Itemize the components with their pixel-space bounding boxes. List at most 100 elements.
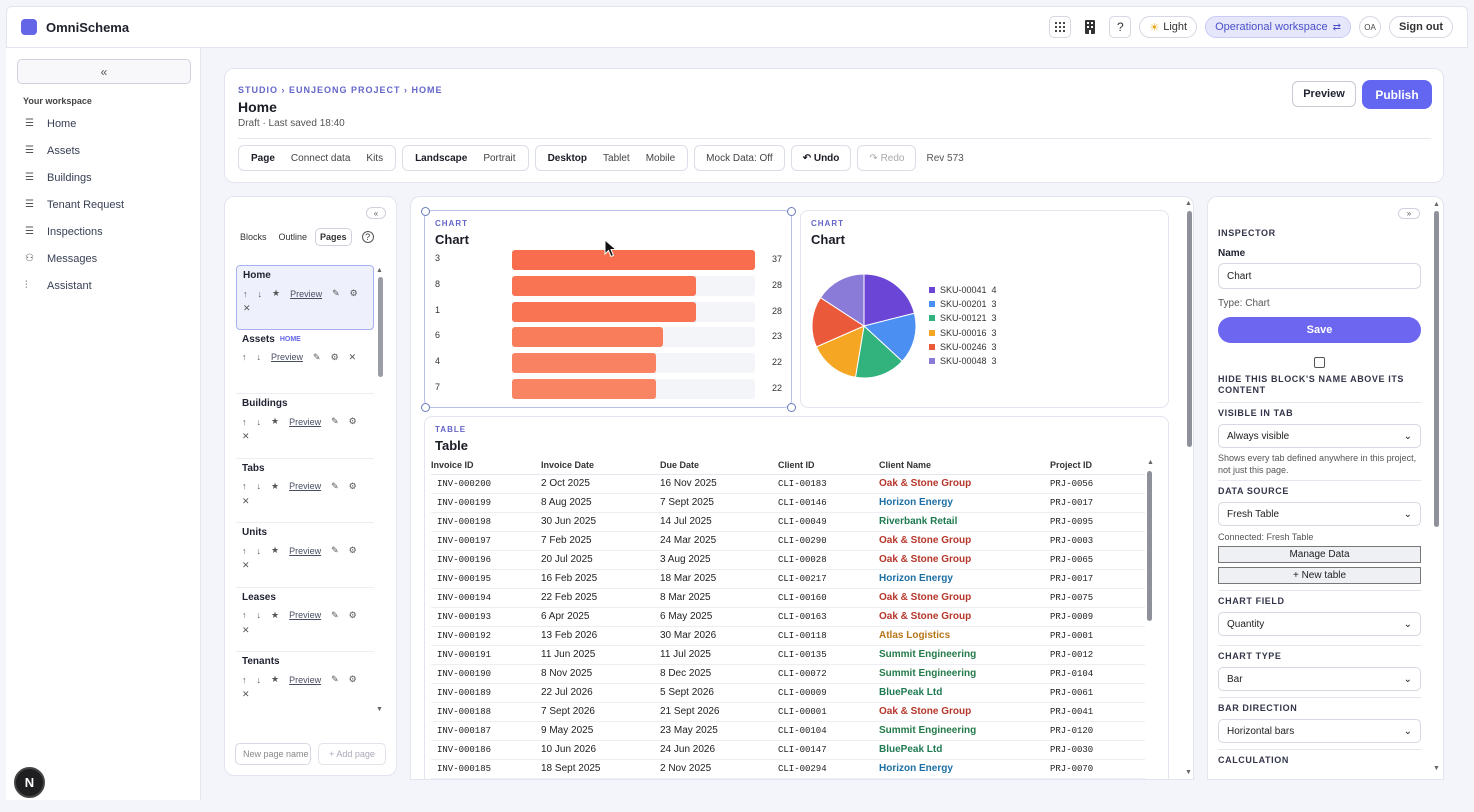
- table-row[interactable]: INV-000191 11 Jun 2025 11 Jul 2025 CLI-0013…: [431, 645, 1145, 665]
- resize-handle[interactable]: [787, 403, 796, 412]
- move-up-icon[interactable]: ↑: [243, 288, 248, 299]
- sidebar-item-buildings[interactable]: ☰ Buildings: [6, 164, 200, 191]
- column-header[interactable]: Invoice ID: [431, 456, 541, 475]
- column-header[interactable]: Project ID: [1050, 456, 1145, 475]
- redo-button[interactable]: ↷ Redo: [857, 145, 917, 171]
- save-button[interactable]: Save: [1218, 317, 1421, 343]
- pie-slice[interactable]: [819, 273, 865, 327]
- scrollbar[interactable]: [378, 277, 383, 377]
- table-row[interactable]: INV-000192 13 Feb 2026 30 Mar 2026 CLI-0011…: [431, 626, 1145, 646]
- inspector-scrollbar[interactable]: [1434, 211, 1439, 527]
- page-list-item[interactable]: Home ↑ ↓ ★ Preview ✎ ⚙ ✕: [236, 265, 374, 330]
- delete-icon[interactable]: ✕: [242, 624, 250, 635]
- resize-handle[interactable]: [421, 403, 430, 412]
- page-list-item[interactable]: Units ↑ ↓ ★ Preview ✎ ⚙ ✕: [236, 523, 374, 588]
- undo-button[interactable]: ↶ Undo: [790, 145, 852, 171]
- scroll-down-icon[interactable]: ▼: [376, 706, 383, 713]
- page-preview-link[interactable]: Preview: [289, 416, 322, 427]
- avatar[interactable]: OA: [1359, 16, 1381, 38]
- sidebar-item-assets[interactable]: ☰ Assets: [6, 137, 200, 164]
- table-row[interactable]: INV-000187 9 May 2025 23 May 2025 CLI-00104…: [431, 721, 1145, 741]
- scroll-up-icon[interactable]: ▲: [1433, 201, 1440, 208]
- tab-kits[interactable]: Kits: [366, 152, 384, 164]
- pie-chart-block[interactable]: CHART Chart SKU-00041 4 SKU-00201 3 SKU-0012…: [800, 210, 1169, 408]
- scroll-up-icon[interactable]: ▲: [1185, 200, 1192, 207]
- settings-icon[interactable]: ⚙: [348, 545, 357, 555]
- canvas-scrollbar[interactable]: [1187, 211, 1192, 447]
- pie-slice[interactable]: [863, 273, 916, 327]
- add-page-button[interactable]: + Add page: [318, 743, 386, 765]
- table-row[interactable]: INV-000188 7 Sept 2026 21 Sept 2026 CLI-000…: [431, 702, 1145, 722]
- tab-desktop[interactable]: Desktop: [547, 152, 588, 164]
- pie-slice[interactable]: [862, 312, 917, 362]
- sidebar-collapse-button[interactable]: «: [17, 59, 191, 84]
- edit-icon[interactable]: ✎: [332, 288, 340, 298]
- data-source-select[interactable]: Fresh Table ⌄: [1218, 502, 1421, 526]
- settings-icon[interactable]: ⚙: [348, 480, 357, 491]
- tab-landscape[interactable]: Landscape: [415, 152, 468, 164]
- star-icon[interactable]: ★: [271, 545, 280, 555]
- resize-handle[interactable]: [421, 207, 430, 216]
- scroll-down-icon[interactable]: ▼: [1185, 769, 1192, 776]
- star-icon[interactable]: ★: [271, 480, 280, 491]
- table-row[interactable]: INV-000193 6 Apr 2025 6 May 2025 CLI-00163 O…: [431, 607, 1145, 627]
- star-icon[interactable]: ★: [271, 609, 280, 620]
- sidebar-item-home[interactable]: ☰ Home: [6, 110, 200, 137]
- scroll-up-icon[interactable]: ▲: [376, 267, 383, 274]
- chart-type-select[interactable]: Bar ⌄: [1218, 667, 1421, 691]
- scroll-up-icon[interactable]: ▲: [1147, 459, 1154, 466]
- edit-icon[interactable]: ✎: [331, 609, 339, 620]
- page-preview-link[interactable]: Preview: [271, 352, 304, 362]
- mock-data-toggle[interactable]: Mock Data: Off: [694, 145, 785, 171]
- chart-field-select[interactable]: Quantity ⌄: [1218, 612, 1421, 636]
- visible-in-tab-select[interactable]: Always visible ⌄: [1218, 424, 1421, 448]
- edit-icon[interactable]: ✎: [331, 480, 339, 491]
- tab-mobile[interactable]: Mobile: [645, 152, 676, 164]
- theme-toggle[interactable]: ☀ Light: [1139, 16, 1198, 38]
- star-icon[interactable]: ★: [272, 288, 281, 298]
- preview-button[interactable]: Preview: [1292, 81, 1356, 107]
- manage-data-button[interactable]: Manage Data: [1218, 546, 1421, 563]
- workspace-switcher[interactable]: Operational workspace ⇄: [1205, 16, 1351, 38]
- page-preview-link[interactable]: Preview: [289, 610, 322, 620]
- bar-direction-select[interactable]: Horizontal bars ⌄: [1218, 719, 1421, 743]
- page-list-item[interactable]: Assets HOME ↑ ↓ Preview ✎ ⚙ ✕: [236, 330, 374, 394]
- page-preview-link[interactable]: Preview: [290, 288, 323, 299]
- move-up-icon[interactable]: ↑: [242, 610, 247, 620]
- column-header[interactable]: Client ID: [778, 456, 879, 475]
- help-icon[interactable]: ?: [361, 231, 374, 243]
- delete-icon[interactable]: ✕: [242, 560, 250, 570]
- delete-icon[interactable]: ✕: [242, 689, 250, 699]
- move-down-icon[interactable]: ↓: [256, 352, 262, 362]
- bar[interactable]: [512, 327, 664, 348]
- star-icon[interactable]: ★: [271, 674, 280, 684]
- delete-icon[interactable]: ✕: [243, 303, 251, 313]
- tab-page[interactable]: Page: [251, 152, 275, 164]
- table-row[interactable]: INV-000190 8 Nov 2025 8 Dec 2025 CLI-00072 S…: [431, 664, 1145, 684]
- inspector-collapse-button[interactable]: »: [1398, 208, 1420, 219]
- table-row[interactable]: INV-000196 20 Jul 2025 3 Aug 2025 CLI-00028…: [431, 550, 1145, 570]
- column-header[interactable]: Client Name: [879, 456, 1050, 475]
- delete-icon[interactable]: ✕: [348, 351, 357, 362]
- sign-out-button[interactable]: Sign out: [1389, 16, 1453, 38]
- move-down-icon[interactable]: ↓: [256, 674, 262, 685]
- edit-icon[interactable]: ✎: [331, 545, 339, 555]
- move-up-icon[interactable]: ↑: [242, 352, 247, 362]
- pie-slice[interactable]: [815, 325, 865, 378]
- resize-handle[interactable]: [787, 207, 796, 216]
- settings-icon[interactable]: ⚙: [348, 609, 357, 620]
- table-row[interactable]: INV-000185 18 Sept 2025 2 Nov 2025 CLI-0029…: [431, 759, 1145, 779]
- bar[interactable]: [512, 250, 755, 270]
- table-row[interactable]: INV-000194 22 Feb 2025 8 Mar 2025 CLI-00160…: [431, 588, 1145, 608]
- table-row[interactable]: INV-000186 10 Jun 2026 24 Jun 2026 CLI-0014…: [431, 740, 1145, 760]
- column-header[interactable]: Invoice Date: [541, 456, 660, 475]
- page-preview-link[interactable]: Preview: [289, 481, 322, 491]
- delete-icon[interactable]: ✕: [242, 431, 250, 441]
- bar[interactable]: [512, 275, 696, 296]
- star-icon[interactable]: ★: [271, 416, 280, 426]
- tab-blocks[interactable]: Blocks: [240, 232, 267, 242]
- settings-icon[interactable]: ⚙: [348, 674, 357, 684]
- page-preview-link[interactable]: Preview: [289, 545, 322, 556]
- sidebar-item-messages[interactable]: ⚇ Messages: [6, 245, 200, 272]
- apps-grid-icon[interactable]: [1049, 16, 1072, 38]
